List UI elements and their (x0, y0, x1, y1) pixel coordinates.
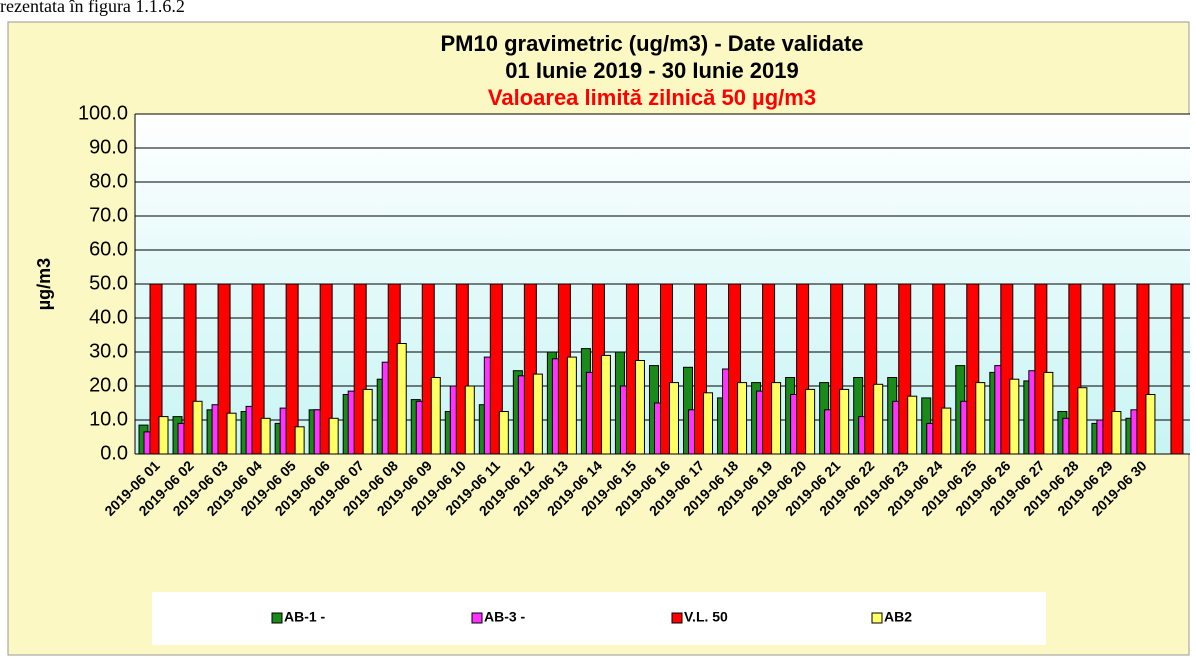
annotation: Valoarea limită zilnică 50 µg/m3 (488, 85, 816, 110)
bar (498, 411, 509, 455)
y-tick-label: 30.0 (89, 340, 128, 362)
y-tick-label: 40.0 (89, 306, 128, 328)
legend-swatch (271, 612, 283, 624)
bar (260, 417, 271, 455)
bar (839, 388, 850, 455)
bar (1170, 283, 1184, 455)
y-tick-label: 0.0 (100, 442, 128, 464)
caption: rezentata în figura 1.1.6.2 (0, 0, 185, 16)
bar (805, 388, 816, 455)
y-axis-label: µg/m3 (34, 258, 54, 310)
bar (1043, 371, 1054, 455)
legend-label: V.L. 50 (684, 609, 728, 625)
bar (1009, 378, 1020, 455)
chart-title: PM10 gravimetric (ug/m3) - Date validate (440, 31, 863, 56)
bar (566, 356, 577, 455)
bar (294, 426, 305, 455)
legend (152, 592, 1046, 645)
bar (737, 382, 748, 455)
bar (396, 343, 407, 455)
bar (158, 416, 169, 455)
bar (285, 283, 299, 455)
legend-label: AB-3 - (484, 609, 526, 625)
y-tick-label: 60.0 (89, 238, 128, 260)
legend-swatch (471, 612, 483, 624)
bar (464, 385, 475, 455)
bar (873, 383, 884, 455)
bar (532, 373, 543, 455)
bar (1111, 411, 1122, 455)
legend-swatch (871, 612, 883, 624)
bar (941, 407, 952, 455)
bar (668, 382, 679, 455)
bar (149, 283, 163, 455)
bar (362, 388, 373, 455)
bar (192, 400, 203, 455)
bar (771, 382, 782, 455)
y-tick-label: 10.0 (89, 408, 128, 430)
bar (907, 395, 918, 455)
legend-label: AB2 (884, 609, 912, 625)
y-tick-label: 100.0 (78, 102, 128, 124)
legend-swatch (671, 612, 683, 624)
y-tick-label: 20.0 (89, 374, 128, 396)
bar (975, 382, 986, 455)
bar (1145, 394, 1156, 455)
bar (328, 417, 339, 455)
bar (430, 377, 441, 455)
legend-label: AB-1 - (284, 609, 326, 625)
bar (226, 412, 237, 455)
y-tick-label: 90.0 (89, 136, 128, 158)
y-tick-label: 80.0 (89, 170, 128, 192)
bar (634, 360, 645, 455)
bar (1077, 387, 1088, 455)
bar (319, 283, 333, 455)
y-tick-label: 70.0 (89, 204, 128, 226)
bar (251, 283, 265, 455)
bar (600, 354, 611, 455)
bar (217, 283, 231, 455)
chart-subtitle: 01 Iunie 2019 - 30 Iunie 2019 (505, 58, 799, 83)
y-tick-label: 50.0 (89, 272, 128, 294)
bar (703, 392, 714, 455)
